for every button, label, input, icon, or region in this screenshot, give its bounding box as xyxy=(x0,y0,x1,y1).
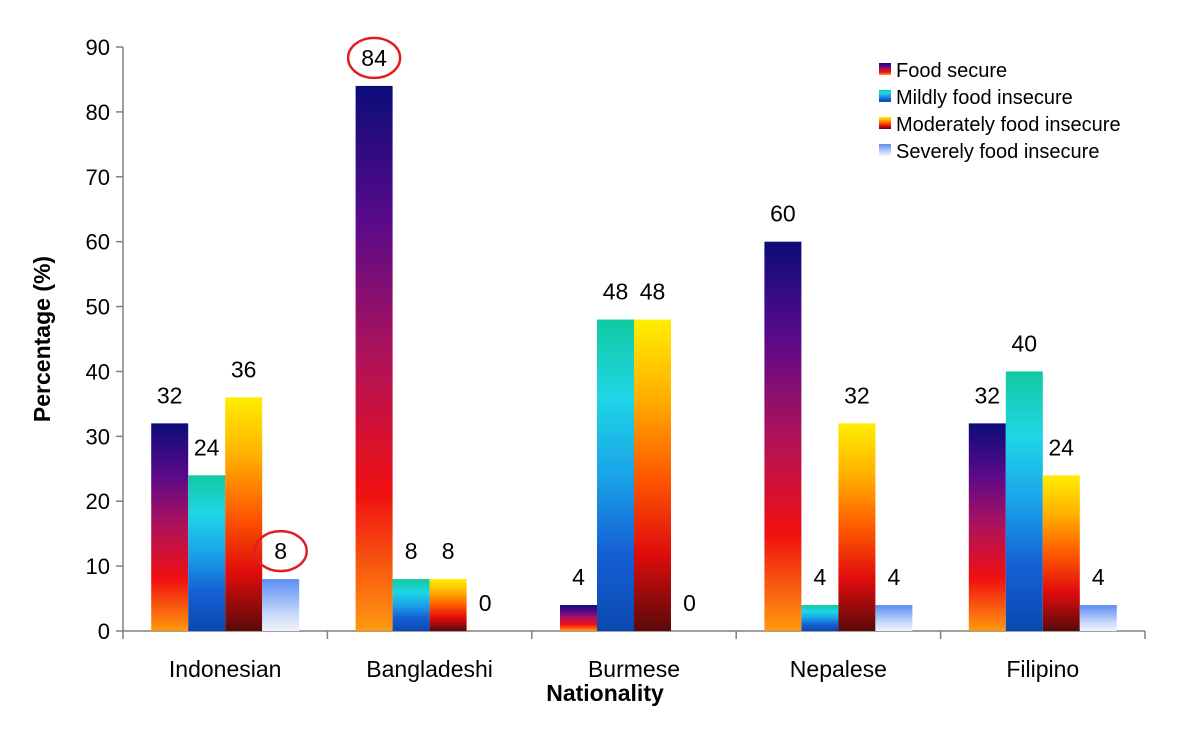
y-axis-title: Percentage (%) xyxy=(29,256,55,422)
bar-moderately-food-insecure-nepalese xyxy=(838,423,876,631)
bar-mildly-food-insecure-nepalese xyxy=(801,605,839,631)
legend: Food secure Mildly food insecure Moderatel… xyxy=(879,60,1121,163)
data-label-severely-food-insecure-bangladeshi: 0 xyxy=(479,590,492,616)
y-tick-label: 0 xyxy=(98,619,110,644)
x-tick-label-bangladeshi: Bangladeshi xyxy=(366,656,493,682)
y-tick-label: 50 xyxy=(86,295,110,320)
bar-moderately-food-insecure-filipino xyxy=(1042,475,1080,631)
data-label-food-secure-burmese: 4 xyxy=(572,564,585,590)
bar-food-secure-burmese xyxy=(560,605,597,631)
bar-mildly-food-insecure-indonesian xyxy=(188,475,226,631)
data-label-moderately-food-insecure-indonesian: 36 xyxy=(231,356,257,382)
legend-label-mildly-food-insecure: Mildly food insecure xyxy=(896,87,1073,109)
data-label-severely-food-insecure-nepalese: 4 xyxy=(888,564,901,590)
x-axis-title: Nationality xyxy=(546,680,664,706)
x-tick-label-nepalese: Nepalese xyxy=(790,656,887,682)
legend-label-moderately-food-insecure: Moderately food insecure xyxy=(896,114,1121,136)
bar-moderately-food-insecure-indonesian xyxy=(225,397,263,631)
data-label-food-secure-filipino: 32 xyxy=(975,382,1001,408)
data-label-mildly-food-insecure-burmese: 48 xyxy=(603,279,629,305)
data-label-mildly-food-insecure-filipino: 40 xyxy=(1012,330,1038,356)
data-label-severely-food-insecure-filipino: 4 xyxy=(1092,564,1105,590)
legend-swatch-severely-food-insecure xyxy=(879,144,891,156)
y-tick-label: 30 xyxy=(86,424,110,449)
data-label-moderately-food-insecure-bangladeshi: 8 xyxy=(442,538,455,564)
bar-food-secure-bangladeshi xyxy=(355,85,393,631)
x-tick-label-burmese: Burmese xyxy=(588,656,680,682)
bar-severely-food-insecure-filipino xyxy=(1079,605,1117,631)
data-label-mildly-food-insecure-indonesian: 24 xyxy=(194,434,220,460)
y-tick-label: 60 xyxy=(86,230,110,255)
legend-swatch-mildly-food-insecure xyxy=(879,90,891,102)
data-label-moderately-food-insecure-nepalese: 32 xyxy=(844,382,870,408)
legend-swatch-food-secure xyxy=(879,63,891,75)
bar-food-secure-filipino xyxy=(968,423,1006,631)
y-tick-label: 90 xyxy=(86,35,110,60)
bar-severely-food-insecure-indonesian xyxy=(262,579,300,631)
data-label-food-secure-indonesian: 32 xyxy=(157,382,183,408)
bar-moderately-food-insecure-bangladeshi xyxy=(429,579,467,631)
bar-food-secure-indonesian xyxy=(151,423,189,631)
data-label-severely-food-insecure-burmese: 0 xyxy=(683,590,696,616)
highlight-circle-severely-food-insecure-indonesian xyxy=(253,529,308,573)
bar-mildly-food-insecure-filipino xyxy=(1005,371,1043,631)
legend-label-severely-food-insecure: Severely food insecure xyxy=(896,141,1099,163)
data-label-moderately-food-insecure-burmese: 48 xyxy=(640,279,666,305)
y-tick-label: 80 xyxy=(86,100,110,125)
data-label-mildly-food-insecure-nepalese: 4 xyxy=(814,564,827,590)
bar-mildly-food-insecure-burmese xyxy=(597,319,634,631)
y-tick-label: 10 xyxy=(86,554,110,579)
data-label-food-secure-bangladeshi: 84 xyxy=(361,45,387,71)
y-tick-label: 40 xyxy=(86,359,110,384)
y-tick-label: 70 xyxy=(86,165,110,190)
data-label-severely-food-insecure-indonesian: 8 xyxy=(274,538,287,564)
bar-mildly-food-insecure-bangladeshi xyxy=(392,579,430,631)
data-label-mildly-food-insecure-bangladeshi: 8 xyxy=(405,538,418,564)
legend-swatch-moderately-food-insecure xyxy=(879,117,891,129)
y-tick-label: 20 xyxy=(86,489,110,514)
bar-moderately-food-insecure-burmese xyxy=(634,319,671,631)
legend-label-food-secure: Food secure xyxy=(896,60,1007,82)
highlight-circle-food-secure-bangladeshi xyxy=(346,36,402,80)
x-tick-label-indonesian: Indonesian xyxy=(169,656,282,682)
data-label-food-secure-nepalese: 60 xyxy=(770,201,796,227)
bar-food-secure-nepalese xyxy=(764,241,802,631)
bar-severely-food-insecure-nepalese xyxy=(875,605,913,631)
x-tick-label-filipino: Filipino xyxy=(1006,656,1079,682)
data-label-moderately-food-insecure-filipino: 24 xyxy=(1049,434,1075,460)
bars xyxy=(151,85,1117,631)
